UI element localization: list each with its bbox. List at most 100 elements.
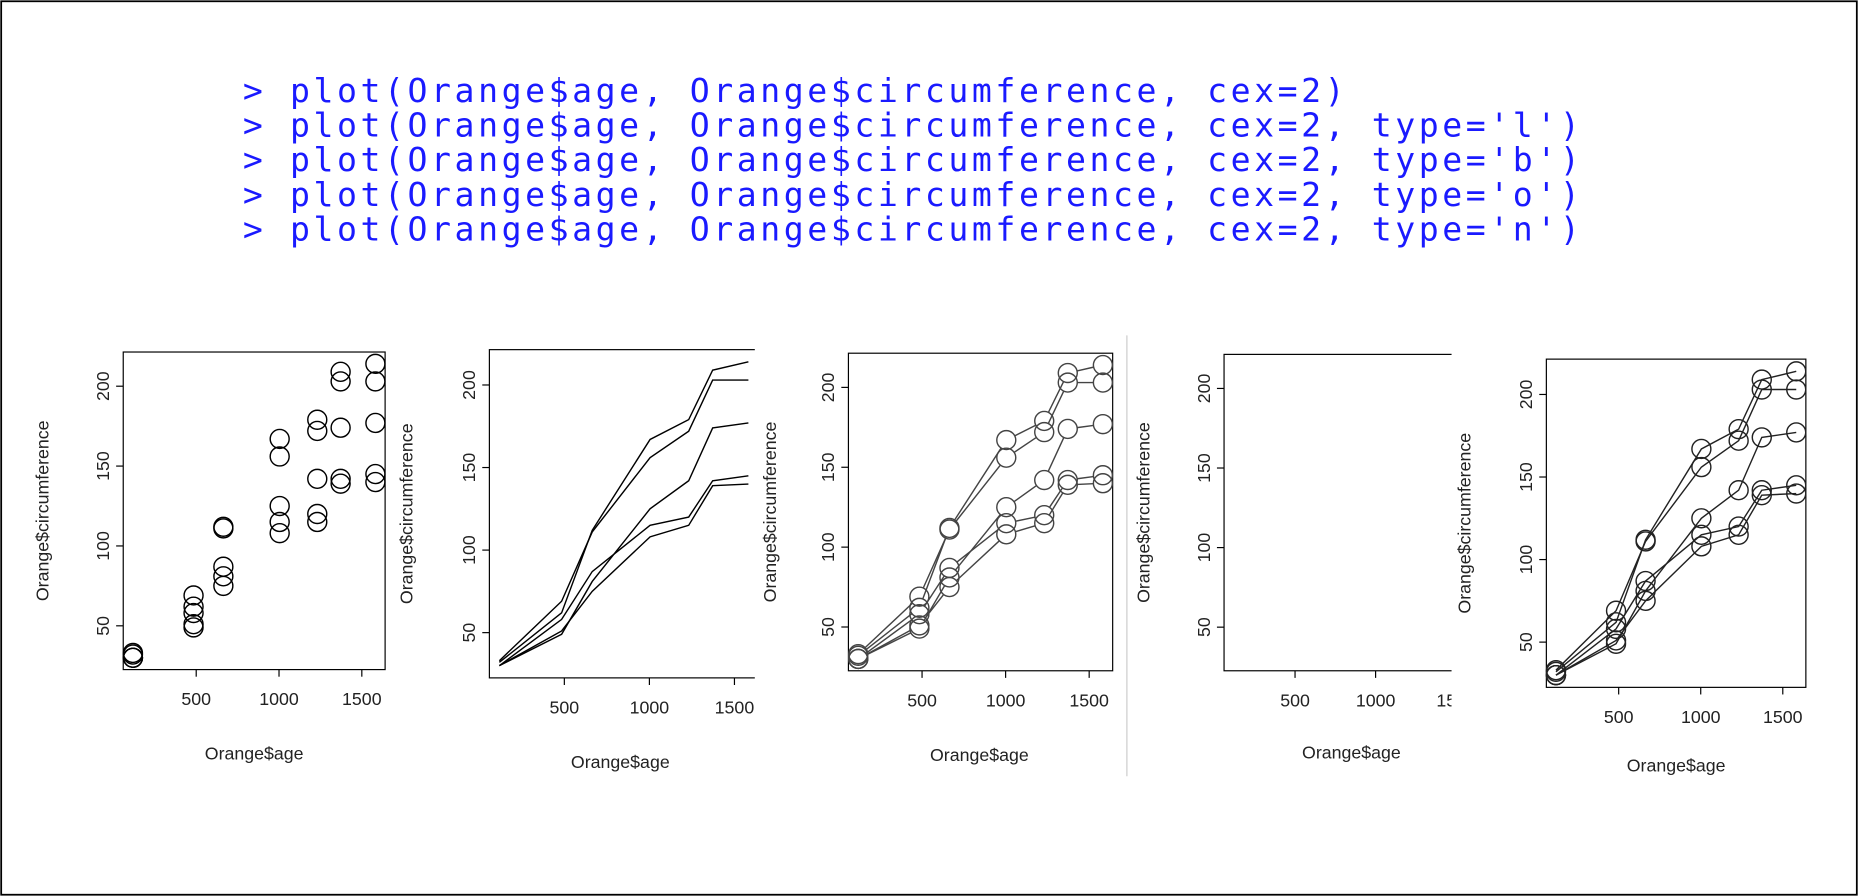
point bbox=[996, 447, 1017, 468]
code-line: > plot(Orange$age, Orange$circumference,… bbox=[243, 71, 1348, 110]
x-tick-label: 1000 bbox=[986, 690, 1026, 710]
point bbox=[1728, 480, 1749, 501]
x-axis-label: Orange$age bbox=[571, 752, 670, 772]
plot-box bbox=[122, 351, 386, 671]
x-axis-label: Orange$age bbox=[1627, 755, 1726, 775]
series-segment bbox=[865, 619, 913, 654]
point bbox=[1057, 372, 1078, 393]
point bbox=[330, 417, 351, 438]
point bbox=[1034, 512, 1055, 534]
series-segment bbox=[1047, 381, 1065, 413]
point bbox=[909, 586, 930, 607]
point bbox=[1092, 354, 1114, 376]
y-axis-label: Orange$circumference bbox=[33, 420, 53, 601]
series-segment bbox=[954, 447, 1002, 521]
series-segment bbox=[865, 613, 913, 651]
x-tick-label: 500 bbox=[907, 690, 937, 710]
point bbox=[1605, 612, 1627, 633]
series-segment bbox=[922, 536, 947, 600]
point bbox=[1751, 480, 1772, 501]
point bbox=[1635, 580, 1656, 602]
point bbox=[1092, 372, 1114, 393]
x-tick-label: 500 bbox=[181, 689, 211, 709]
x-tick-label: 1500 bbox=[715, 697, 755, 717]
point bbox=[1057, 474, 1078, 496]
point bbox=[1728, 418, 1749, 440]
y-tick-label: 150 bbox=[818, 452, 838, 482]
point bbox=[1057, 469, 1078, 491]
series-line bbox=[499, 422, 749, 667]
point bbox=[939, 567, 960, 588]
series-segment bbox=[1076, 366, 1094, 372]
point bbox=[848, 648, 869, 670]
point bbox=[1786, 379, 1807, 400]
code-line: > plot(Orange$age, Orange$circumference,… bbox=[243, 175, 1583, 214]
point bbox=[1092, 413, 1114, 435]
point bbox=[1691, 438, 1712, 460]
y-tick-label: 200 bbox=[818, 372, 838, 402]
point bbox=[1786, 422, 1807, 443]
point bbox=[213, 566, 234, 587]
point bbox=[1691, 508, 1712, 529]
x-tick-label: 1500 bbox=[1069, 690, 1109, 710]
point bbox=[1786, 475, 1807, 496]
y-axis-label: Orange$circumference bbox=[1133, 422, 1153, 603]
point bbox=[330, 371, 351, 392]
series-segment bbox=[1077, 424, 1094, 429]
point bbox=[1728, 524, 1749, 545]
x-tick-label: 1500 bbox=[1436, 690, 1476, 710]
y-tick-label: 100 bbox=[1194, 533, 1214, 563]
series-segment bbox=[866, 632, 912, 656]
point bbox=[269, 446, 290, 467]
series-segment bbox=[866, 629, 912, 656]
point bbox=[909, 597, 930, 619]
point bbox=[1786, 483, 1807, 504]
point bbox=[1034, 421, 1055, 443]
point bbox=[365, 471, 386, 493]
y-axis-label: Orange$circumference bbox=[760, 422, 780, 603]
point bbox=[307, 409, 328, 430]
plot-box bbox=[488, 349, 755, 679]
series-segment bbox=[956, 528, 1000, 563]
y-tick-label: 50 bbox=[1516, 632, 1536, 652]
y-tick-label: 50 bbox=[1194, 617, 1214, 637]
point bbox=[307, 420, 328, 442]
x-tick-label: 500 bbox=[1280, 690, 1310, 710]
x-tick-label: 1500 bbox=[1763, 707, 1803, 727]
series-line bbox=[1555, 492, 1797, 676]
series-segment bbox=[1015, 516, 1036, 522]
x-axis-label: Orange$age bbox=[930, 745, 1029, 765]
series-segment bbox=[1047, 390, 1065, 424]
point bbox=[365, 371, 386, 392]
plot: 500 1000 1500 50 100 150 200 Orange$age Orange$c… bbox=[1455, 358, 1807, 775]
series-segment bbox=[1047, 437, 1065, 472]
point bbox=[330, 361, 351, 383]
point bbox=[939, 576, 960, 598]
point bbox=[330, 468, 351, 490]
point bbox=[330, 473, 351, 494]
y-tick-label: 150 bbox=[93, 451, 113, 481]
point bbox=[307, 511, 328, 533]
point bbox=[365, 463, 386, 485]
point bbox=[1786, 361, 1807, 382]
series-segment bbox=[1077, 482, 1094, 486]
series-line bbox=[1555, 431, 1797, 676]
series-segment bbox=[1048, 492, 1064, 516]
plot-box bbox=[1223, 353, 1452, 672]
x-tick-label: 500 bbox=[550, 697, 580, 717]
series-line bbox=[499, 483, 749, 667]
point bbox=[1605, 633, 1627, 654]
x-tick-label: 1500 bbox=[342, 689, 382, 709]
y-tick-label: 50 bbox=[93, 616, 113, 636]
series-segment bbox=[954, 514, 1001, 571]
y-tick-label: 50 bbox=[459, 623, 479, 643]
y-tick-label: 100 bbox=[818, 532, 838, 562]
point bbox=[269, 522, 290, 544]
point bbox=[365, 412, 386, 434]
point bbox=[909, 618, 930, 639]
point bbox=[1691, 536, 1712, 557]
point bbox=[1092, 473, 1114, 494]
y-tick-label: 50 bbox=[818, 617, 838, 637]
point bbox=[307, 468, 328, 490]
